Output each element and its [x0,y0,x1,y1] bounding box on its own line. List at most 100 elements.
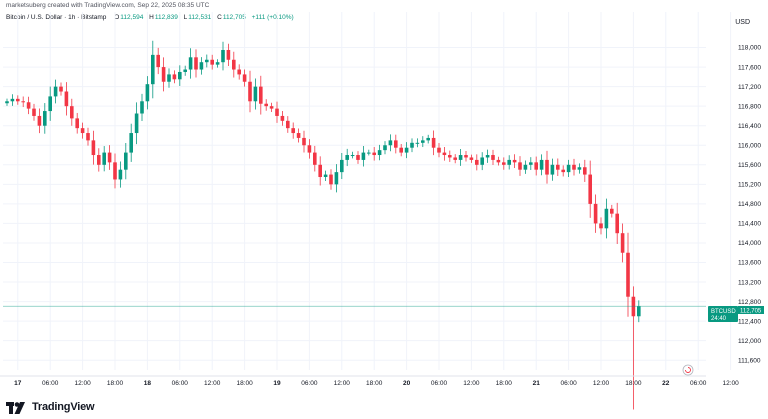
candle-body [421,140,425,143]
candle-body [480,157,484,165]
y-tick-label: 112,800 [738,299,761,306]
candle-body [637,306,641,317]
candle-body [572,164,576,170]
candle-body [415,142,420,144]
candle-body [583,167,587,175]
candle-body [221,49,225,63]
candle-body [237,69,241,75]
candle-body [502,162,506,165]
candle-body [453,157,457,160]
candle-body [48,96,52,112]
candle-body [134,113,139,134]
candle-body [199,62,204,70]
y-tick-label: 114,400 [738,221,761,228]
candle-body [16,98,20,102]
candle-body [545,159,549,175]
time-axis[interactable]: 17 06:00 12:00 18:00 18 06:00 12:00 18:00 19 06:0… [0,375,739,387]
candle-body [242,74,247,82]
candle-body [620,233,625,253]
tradingview-logo-text: TradingView [32,401,95,413]
candle-body [129,133,133,153]
price-tag-countdown: 24:40 [711,316,727,322]
candle-body [437,147,441,153]
y-tick-label: 113,200 [738,279,761,286]
low-value: 112,531 [188,14,212,21]
candle-body [404,147,409,153]
candle-body [264,103,268,107]
x-tick-label: 12:00 [74,380,91,387]
candle-body [593,203,598,224]
candle-body [599,223,603,229]
candle-body [604,208,609,229]
x-tick-label: 06:00 [172,380,189,387]
candle-body [507,159,511,165]
candle-body [448,155,452,158]
candle-body [178,71,182,80]
candle-body [183,69,187,72]
low-label: L [183,14,188,21]
candle-body [253,86,258,102]
x-tick-label: 12:00 [593,380,610,387]
change-value: +111 (+0.10%) [251,14,294,21]
candle-body [329,174,333,185]
price-axis[interactable]: 111,600 112,000 112,400 112,800 113,200 113,6… [738,45,761,365]
candle-body [205,59,209,63]
high-value: 112,839 [154,14,178,21]
close-value: 112,705 [222,14,246,21]
candle-body [512,159,517,163]
price-tag: BTCUSD 24:40 [708,306,738,322]
candlestick-series [5,40,641,410]
chart-grid [3,12,732,370]
candle-body [523,164,528,170]
candle-body [269,106,274,109]
candle-body [313,152,317,165]
go-to-realtime-icon[interactable] [682,364,694,376]
candle-body [356,155,360,160]
chart-attribution: marketsuberg created with TradingView.co… [6,2,210,9]
y-tick-label: 115,600 [738,162,761,169]
candle-body [32,108,36,116]
x-tick-label: 18:00 [625,380,642,387]
candle-body [350,155,355,157]
candle-body [291,128,295,134]
candle-body [464,155,468,158]
close-label: C [217,14,222,21]
y-tick-label: 116,000 [738,142,761,149]
candle-body [161,67,166,82]
candle-body [151,54,155,85]
candle-body [383,145,387,151]
candle-body [626,252,630,297]
x-tick-label: 06:00 [690,380,707,387]
candle-body [107,152,112,163]
y-tick-label: 112,400 [738,318,761,325]
x-tick-label: 06:00 [301,380,318,387]
x-tick-label: 21 [533,380,541,387]
candle-body [167,74,171,82]
candle-body [475,159,479,165]
candle-body [529,162,533,165]
candle-body [86,133,90,141]
candle-body [215,62,220,65]
x-tick-label: 22 [662,380,670,387]
candle-body [539,159,544,170]
tradingview-logo: TradingView [6,400,95,414]
tradingview-logo-icon [6,401,28,414]
candle-body [226,49,231,60]
candle-body [323,174,328,178]
candle-body [102,152,106,165]
candle-body [232,59,236,70]
x-tick-label: 18:00 [366,380,383,387]
candle-body [556,164,560,170]
candle-body [210,59,214,65]
candle-body [566,164,571,173]
x-tick-label: 12:00 [204,380,221,387]
y-tick-label: 114,800 [738,201,761,208]
candle-body [275,108,279,116]
y-tick-label: 112,000 [738,338,761,345]
candle-body [377,150,382,156]
svg-text:112,705: 112,705 [740,309,762,315]
ohlc-legend: Bitcoin / U.S. Dollar · 1h · Bitstamp O1… [6,14,294,21]
x-tick-label: 12:00 [334,380,351,387]
candle-body [334,172,339,185]
